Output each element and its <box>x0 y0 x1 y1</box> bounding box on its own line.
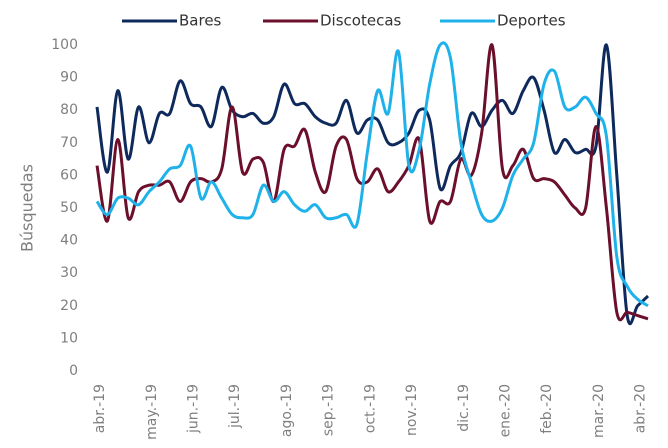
series-line <box>95 43 649 322</box>
series-line <box>95 41 649 308</box>
y-tick-label: 30 <box>60 265 78 281</box>
y-tick-label: 100 <box>51 37 78 53</box>
x-tick-label: ene.-20 <box>497 384 513 437</box>
x-tick-label: may.-19 <box>144 384 160 440</box>
x-tick-label: mar.-20 <box>591 384 607 438</box>
y-tick-label: 80 <box>60 102 78 118</box>
legend-text: Discotecas <box>320 12 402 30</box>
y-tick-label: 0 <box>69 363 78 379</box>
y-tick-label: 60 <box>60 167 78 183</box>
x-tick-label: nov.-19 <box>404 384 420 436</box>
x-tick-label: ago.-19 <box>279 384 295 437</box>
x-tick-label: jun.-19 <box>186 384 202 434</box>
legend-text: Bares <box>179 12 222 30</box>
x-tick-label: oct.-19 <box>362 384 378 433</box>
x-tick-label: abr.-20 <box>633 384 649 433</box>
x-tick-label: dic.-19 <box>456 384 472 432</box>
y-tick-label: 50 <box>60 200 78 216</box>
x-tick-label: sep.-19 <box>321 384 337 436</box>
y-tick-label: 40 <box>60 233 78 249</box>
y-tick-label: 70 <box>60 135 78 151</box>
series-line <box>95 43 650 326</box>
y-tick-label: 20 <box>60 298 78 314</box>
y-axis-label: Búsquedas <box>18 164 37 252</box>
x-tick-label: feb.-20 <box>539 384 555 434</box>
legend-text: Deportes <box>497 12 566 30</box>
y-tick-label: 10 <box>60 330 78 346</box>
y-tick-label: 90 <box>60 70 78 86</box>
x-tick-label: abr.-19 <box>92 384 108 433</box>
x-tick-label: jul.-19 <box>227 384 243 429</box>
